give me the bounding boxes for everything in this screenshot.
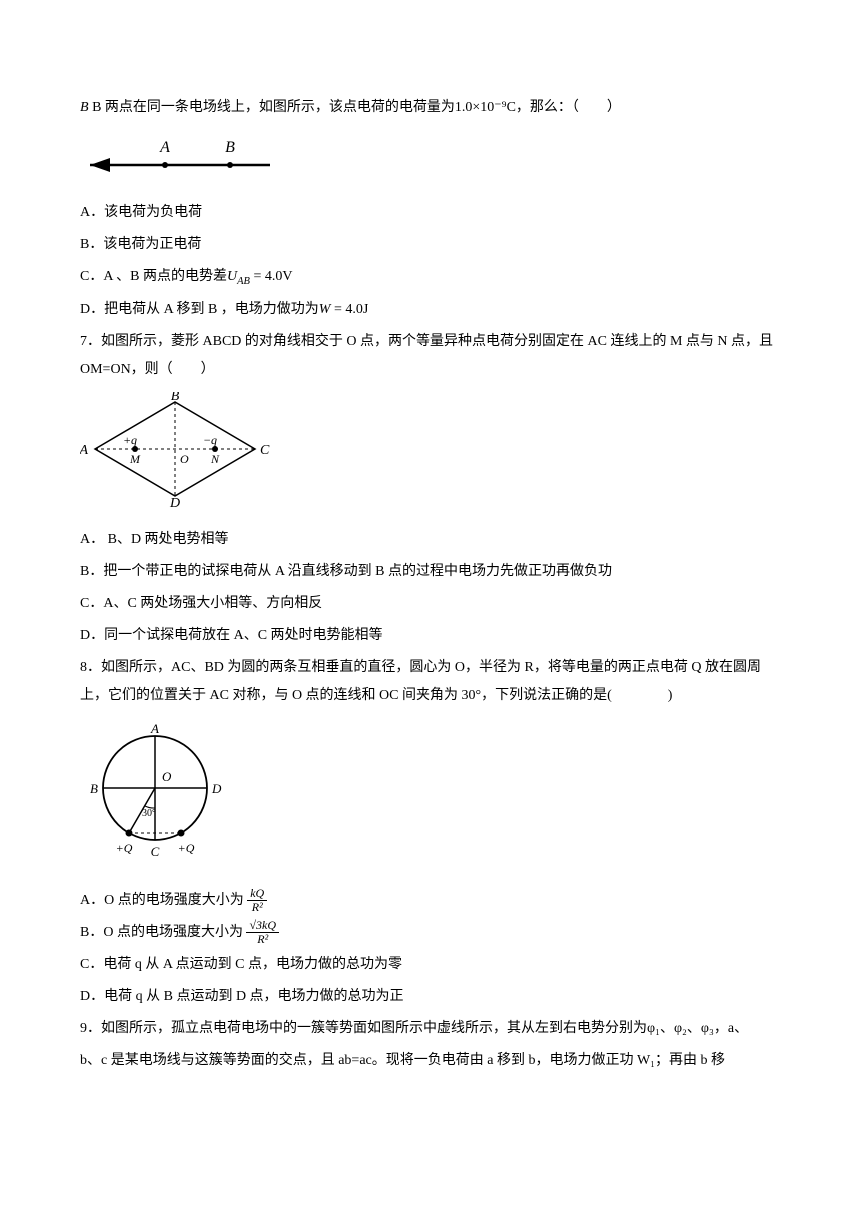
q7-option-d: D．同一个试探电荷放在 A、C 两处时电势能相等 <box>80 622 780 650</box>
svg-text:A: A <box>150 721 159 736</box>
q6-option-b: B．该电荷为正电荷 <box>80 231 780 259</box>
svg-text:30°: 30° <box>142 808 156 819</box>
q6-intro-text: B 两点在同一条电场线上，如图所示，该点电荷的电荷量为1.0×10⁻⁹C，那么：… <box>92 100 621 115</box>
q8-diagram: A B D C O 30° +Q +Q <box>80 718 780 879</box>
svg-text:C: C <box>151 844 160 859</box>
q8-text: 8．如图所示，AC、BD 为圆的两条互相垂直的直径，圆心为 O，半径为 R，将等… <box>80 654 780 710</box>
q8-option-c: C．电荷 q 从 A 点运动到 C 点，电场力做的总功为零 <box>80 951 780 979</box>
svg-text:M: M <box>129 452 141 466</box>
svg-text:D: D <box>169 496 180 507</box>
svg-text:B: B <box>90 781 98 796</box>
svg-text:O: O <box>180 452 189 466</box>
q8-option-b: B．O 点的电场强度大小为 √3kQ R² <box>80 919 780 947</box>
svg-text:+q: +q <box>123 433 137 447</box>
q8-option-a: A．O 点的电场强度大小为 kQ R² <box>80 887 780 915</box>
svg-text:O: O <box>162 769 172 784</box>
svg-text:+Q: +Q <box>116 841 133 855</box>
q6-label-b: B <box>225 139 235 156</box>
svg-text:A: A <box>80 443 88 458</box>
q8-option-d: D．电荷 q 从 B 点运动到 D 点，电场力做的总功为正 <box>80 983 780 1011</box>
svg-text:D: D <box>211 781 222 796</box>
q7-option-a: A． B、D 两处电势相等 <box>80 526 780 554</box>
svg-text:N: N <box>210 452 220 466</box>
svg-text:+Q: +Q <box>178 841 195 855</box>
q6-option-d: D．把电荷从 A 移到 B ，电场力做功为W = 4.0J <box>80 296 780 324</box>
svg-text:B: B <box>171 392 180 404</box>
q6-intro: B B 两点在同一条电场线上，如图所示，该点电荷的电荷量为1.0×10⁻⁹C，那… <box>80 94 780 122</box>
q7-option-b: B．把一个带正电的试探电荷从 A 沿直线移动到 B 点的过程中电场力先做正功再做… <box>80 558 780 586</box>
svg-text:C: C <box>260 443 270 458</box>
q9-text1: 9．如图所示，孤立点电荷电场中的一簇等势面如图所示中虚线所示，其从左到右电势分别… <box>80 1015 780 1043</box>
q7-option-c: C．A、C 两处场强大小相等、方向相反 <box>80 590 780 618</box>
q7-text: 7．如图所示，菱形 ABCD 的对角线相交于 O 点，两个等量异种点电荷分别固定… <box>80 328 780 384</box>
q9-text2: b、c 是某电场线与这簇等势面的交点，且 ab=ac。现将一负电荷由 a 移到 … <box>80 1047 780 1075</box>
q6-option-a: A．该电荷为负电荷 <box>80 199 780 227</box>
q6-label-a: A <box>159 139 170 156</box>
q7-diagram: A B C D M N O +q −q <box>80 392 780 518</box>
q6-diagram: A B <box>80 130 780 191</box>
svg-text:−q: −q <box>203 433 217 447</box>
q6-option-c: C．A 、B 两点的电势差UAB = 4.0V <box>80 263 780 292</box>
